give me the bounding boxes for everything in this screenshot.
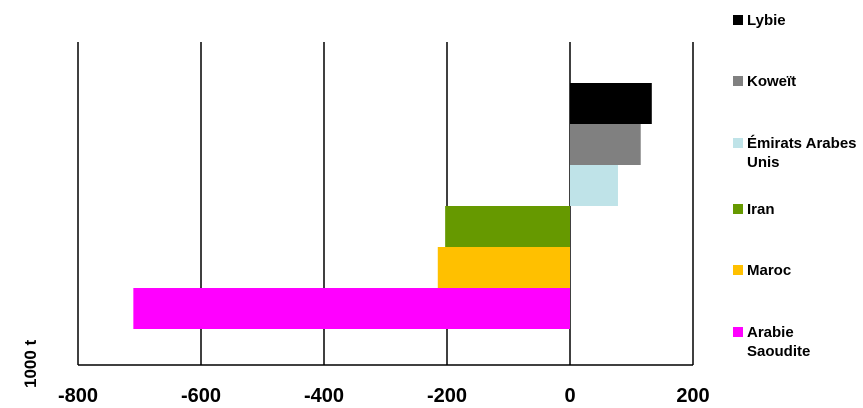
y-axis-label: 1000 t	[21, 339, 40, 388]
x-tick-label-4: 0	[564, 385, 575, 407]
bar-1	[570, 124, 641, 165]
x-tick-labels: -800 -600 -400 -200 0 200	[58, 385, 710, 407]
legend-label: Koweït	[747, 73, 797, 90]
legend-swatch	[733, 76, 743, 86]
bar-4	[437, 247, 570, 288]
legend-label: Lybie	[747, 12, 786, 29]
legend-item-1: Koweït	[733, 72, 859, 91]
x-tick-label-3: -200	[427, 385, 467, 407]
legend-label: Émirats Arabes Unis	[747, 135, 857, 171]
legend-label: Arabie Saoudite	[747, 324, 811, 360]
x-tick-label-5: 200	[676, 385, 709, 407]
legend-swatch	[733, 138, 743, 148]
legend-swatch	[733, 265, 743, 275]
legend-swatch	[733, 15, 743, 25]
legend: Lybie Koweït Émirats Arabes Unis Iran Maroc A…	[733, 0, 863, 408]
legend-label: Iran	[747, 201, 775, 218]
bar-5	[133, 288, 570, 329]
legend-item-0: Lybie	[733, 11, 859, 30]
bar-3	[445, 206, 570, 247]
x-tick-label-2: -400	[304, 385, 344, 407]
axis	[77, 42, 693, 366]
legend-item-2: Émirats Arabes Unis	[733, 134, 859, 172]
legend-label: Maroc	[747, 262, 792, 279]
legend-swatch	[733, 327, 743, 337]
x-tick-label-0: -800	[58, 385, 98, 407]
x-tick-label-1: -600	[181, 385, 221, 407]
bars	[133, 83, 652, 329]
bar-chart: -800 -600 -400 -200 0 200 1000 t	[21, 42, 710, 407]
legend-swatch	[733, 204, 743, 214]
bar-2	[570, 165, 618, 206]
legend-item-5: Arabie Saoudite	[733, 323, 859, 361]
legend-item-3: Iran	[733, 200, 859, 219]
bar-0	[570, 83, 652, 124]
legend-item-4: Maroc	[733, 261, 859, 280]
